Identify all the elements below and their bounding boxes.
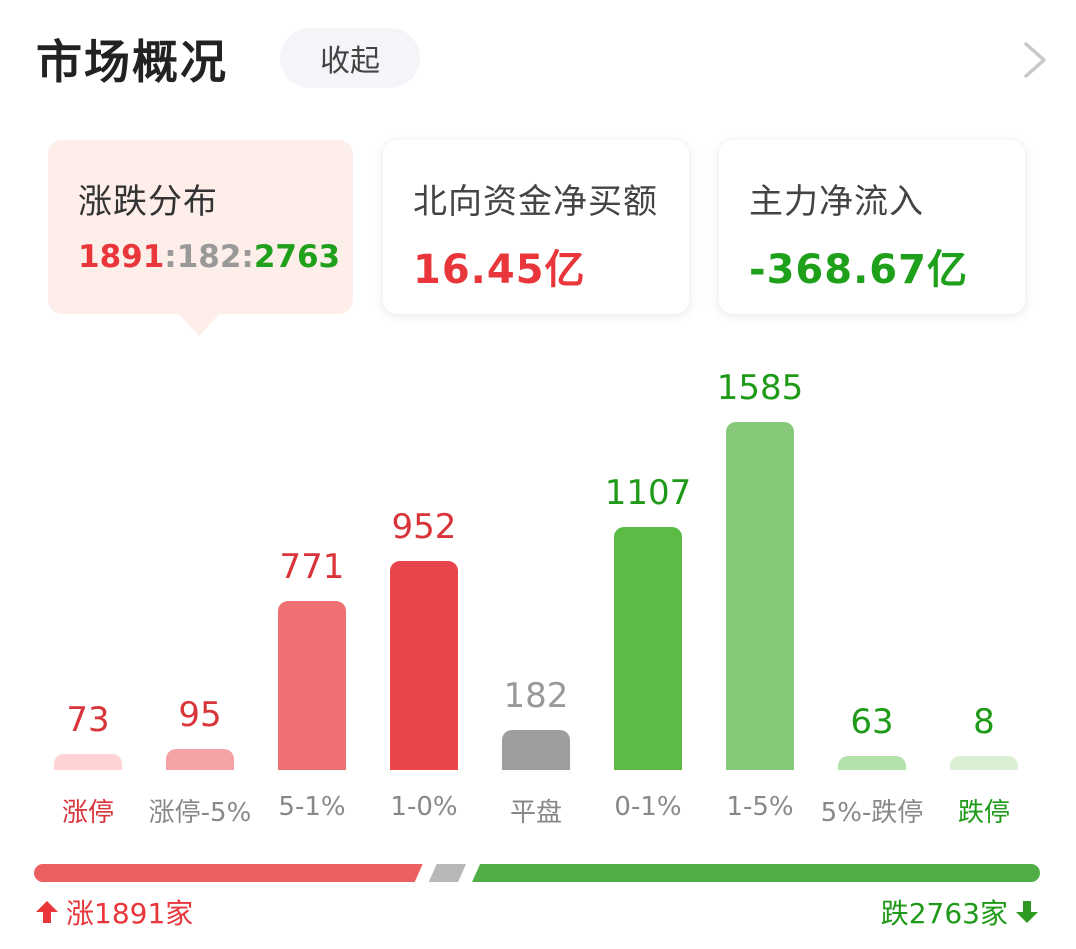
arrow-up-icon (36, 901, 58, 923)
card-northbound[interactable]: 北向资金净买额 16.45亿 (383, 140, 689, 314)
split-bar-up (34, 864, 423, 882)
northbound-value: 16.45亿 (413, 247, 586, 293)
bar-value-label: 771 (279, 546, 345, 587)
distribution-chart: 73 涨停 95 涨停-5% 771 5-1% 952 1-0% 182 平盘 1107 0-1% 15… (0, 340, 1076, 840)
category-label: 涨停-5% (148, 798, 252, 828)
collapse-button[interactable]: 收起 (280, 28, 420, 88)
bar-5 (614, 526, 682, 770)
ratio-sep: : (241, 239, 254, 275)
bar-0 (54, 753, 122, 770)
bar-2 (278, 600, 346, 770)
ratio-sep: : (164, 239, 177, 275)
down-summary: 跌2763家 (881, 892, 1040, 932)
category-label: 0-1% (614, 792, 682, 822)
card-label: 北向资金净买额 (413, 182, 658, 222)
category-label: 5%-跌停 (820, 798, 924, 828)
main-inflow-value: -368.67亿 (749, 247, 968, 293)
card-main-inflow[interactable]: 主力净流入 -368.67亿 (719, 140, 1025, 314)
bar-1 (166, 749, 234, 770)
bar-8 (950, 756, 1018, 770)
arrow-down-icon (1016, 901, 1038, 923)
bar-6 (726, 422, 794, 770)
bar-value-label: 1107 (604, 472, 692, 513)
bar-value-label: 8 (973, 702, 995, 742)
up-summary: 涨1891家 (34, 892, 193, 932)
down-summary-text: 跌2763家 (880, 897, 1008, 930)
card-label: 涨跌分布 (78, 182, 218, 222)
category-label: 5-1% (278, 792, 346, 822)
split-bar-flat (429, 864, 466, 882)
bar-4 (502, 730, 570, 770)
bar-value-label: 73 (66, 699, 110, 740)
bar-value-label: 1585 (716, 368, 804, 408)
header: 市场概况 收起 (0, 0, 1076, 120)
ratio-flat: 182 (176, 239, 242, 275)
up-summary-text: 涨1891家 (66, 897, 194, 930)
bar-value-label: 95 (178, 695, 222, 736)
page-title: 市场概况 (36, 35, 228, 89)
ratio-up: 1891 (78, 239, 165, 275)
split-bar-down (472, 864, 1040, 882)
category-label: 1-5% (726, 792, 794, 822)
bar-value-label: 63 (850, 702, 894, 742)
card-distribution[interactable]: 涨跌分布 1891:182:2763 (48, 140, 353, 314)
ratio-down: 2763 (253, 239, 341, 275)
chevron-right-icon[interactable] (1018, 40, 1050, 80)
category-label: 平盘 (509, 798, 562, 828)
category-label: 1-0% (390, 792, 458, 822)
bar-7 (838, 756, 906, 770)
category-label: 涨停 (61, 798, 114, 828)
distribution-ratio: 1891:182:2763 (78, 239, 353, 275)
bar-3 (390, 560, 458, 770)
bar-value-label: 182 (503, 676, 569, 717)
card-label: 主力净流入 (749, 182, 924, 222)
card-pointer (177, 312, 221, 336)
category-label: 跌停 (957, 798, 1010, 828)
bar-value-label: 952 (391, 506, 457, 547)
